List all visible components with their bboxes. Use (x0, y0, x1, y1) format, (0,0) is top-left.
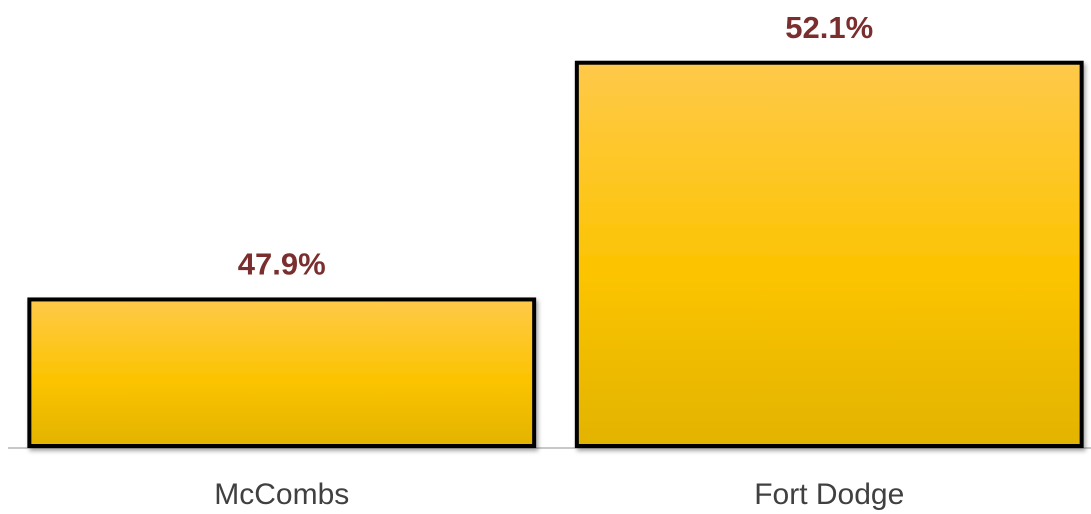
x-tick-label: McCombs (214, 478, 349, 511)
bar (574, 60, 1084, 449)
data-label: 47.9% (238, 247, 326, 282)
data-label: 52.1% (785, 10, 873, 45)
bar (27, 297, 537, 449)
x-tick-label: Fort Dodge (754, 478, 904, 511)
